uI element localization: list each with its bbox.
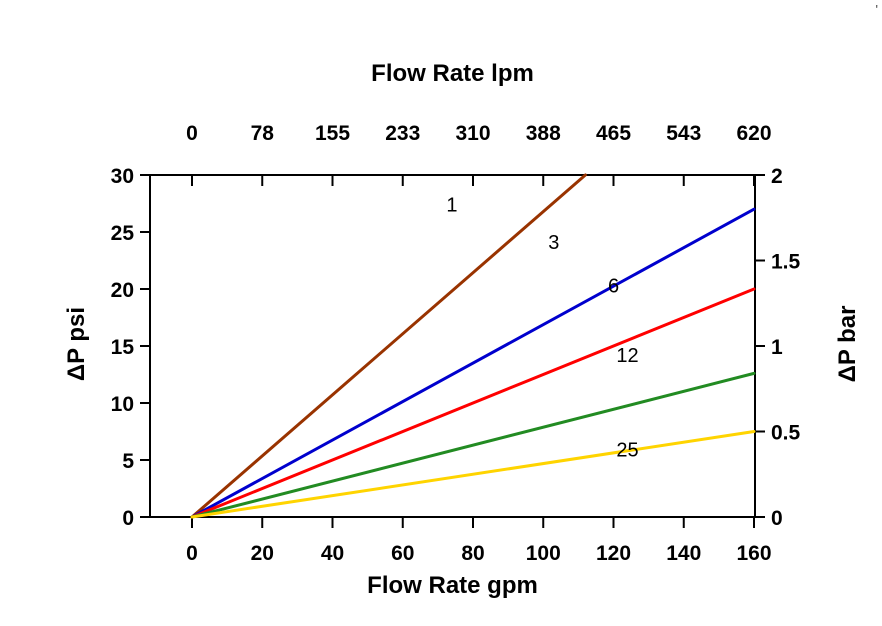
x-tick-label: 140 xyxy=(666,542,701,565)
y-right-tick-label: 0.5 xyxy=(771,422,801,445)
top-tick-label: 0 xyxy=(186,122,198,145)
x-axis-top-ticks: 0 78 155 233 310 388 465 543 620 xyxy=(186,122,772,186)
top-tick-label: 310 xyxy=(455,122,490,145)
top-tick-label: 388 xyxy=(526,122,561,145)
y-left-tick-label: 20 xyxy=(111,279,134,302)
x-tick-label: 120 xyxy=(596,542,631,565)
top-tick-label: 465 xyxy=(596,122,631,145)
plot-frame xyxy=(149,174,756,518)
series-line-25 xyxy=(190,430,756,519)
top-tick-label: 620 xyxy=(736,122,771,145)
series-labels: 1 3 6 12 25 xyxy=(446,194,638,461)
x-tick-label: 160 xyxy=(736,542,771,565)
y-right-tick-label: 0 xyxy=(771,507,783,530)
series-lines xyxy=(190,173,756,519)
y-axis-right-ticks: 0 0.5 1 1.5 2 xyxy=(755,165,801,530)
y-right-tick-label: 2 xyxy=(771,165,783,188)
series-line-1 xyxy=(190,173,587,519)
y-right-tick-label: 1.5 xyxy=(771,251,801,274)
series-line-12 xyxy=(190,371,756,519)
x-tick-label: 20 xyxy=(251,542,274,565)
top-axis-title: Flow Rate lpm xyxy=(371,60,534,87)
top-tick-label: 78 xyxy=(251,122,275,145)
y-right-tick-label: 1 xyxy=(771,336,783,359)
series-label-3: 3 xyxy=(548,232,559,254)
top-tick-label: 155 xyxy=(315,122,350,145)
series-label-12: 12 xyxy=(616,345,638,367)
x-tick-label: 100 xyxy=(526,542,561,565)
series-label-25: 25 xyxy=(616,440,638,462)
y-left-tick-label: 15 xyxy=(111,336,135,359)
bottom-axis-title: Flow Rate gpm xyxy=(367,572,538,599)
top-tick-label: 543 xyxy=(666,122,701,145)
top-tick-label: 233 xyxy=(385,122,420,145)
left-axis-title: ΔP psi xyxy=(63,306,90,382)
x-tick-label: 0 xyxy=(186,542,198,565)
y-left-tick-label: 10 xyxy=(111,393,134,416)
x-tick-label: 60 xyxy=(391,542,414,565)
y-left-tick-label: 25 xyxy=(111,222,135,245)
series-label-6: 6 xyxy=(608,275,619,297)
series-label-1: 1 xyxy=(446,194,457,216)
y-left-tick-label: 5 xyxy=(122,450,134,473)
series-line-6 xyxy=(190,287,756,519)
y-axis-left-ticks: 0 5 10 15 20 25 30 xyxy=(111,165,150,530)
corner-artifact: ' xyxy=(875,2,878,17)
y-left-tick-label: 30 xyxy=(111,165,134,188)
y-left-tick-label: 0 xyxy=(122,507,134,530)
x-tick-label: 40 xyxy=(321,542,344,565)
x-axis-bottom-ticks: 0 20 40 60 80 100 120 140 160 xyxy=(186,517,772,565)
x-tick-label: 80 xyxy=(461,542,484,565)
series-line-3 xyxy=(190,207,756,519)
right-axis-title: ΔP bar xyxy=(834,305,861,383)
